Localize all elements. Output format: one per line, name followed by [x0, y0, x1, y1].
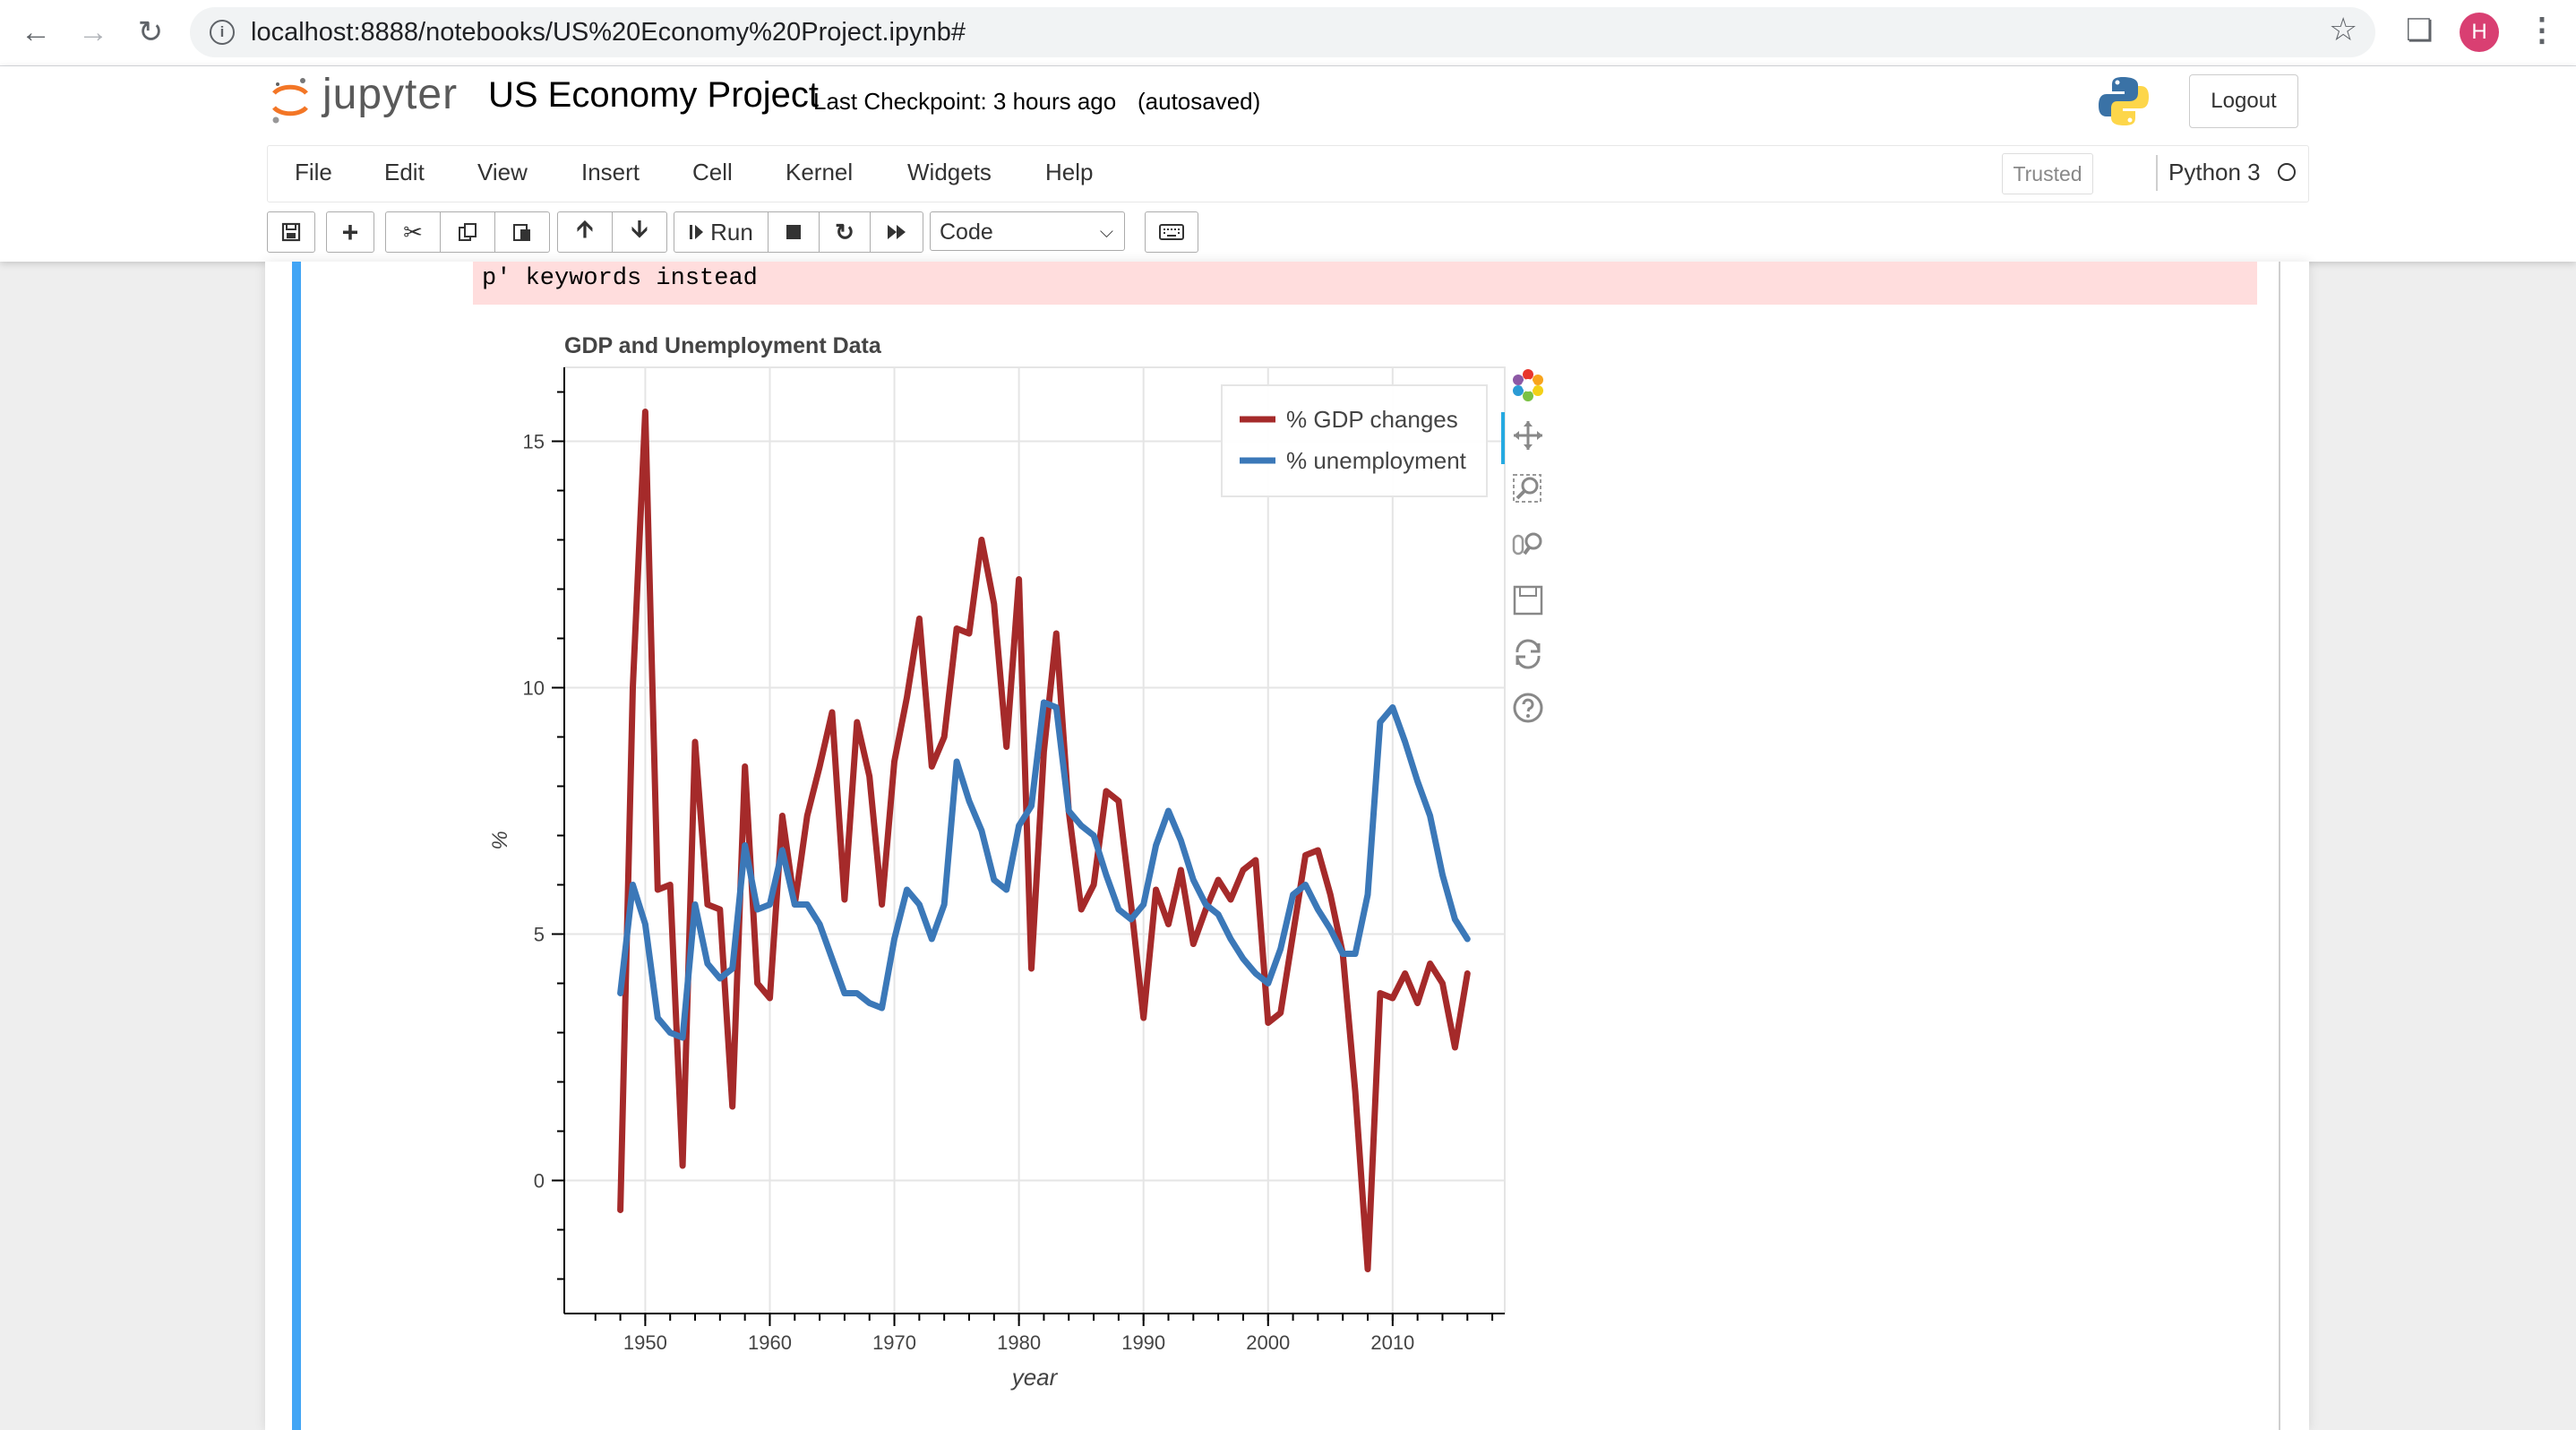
x-tick-label: 1990 [1121, 1331, 1165, 1354]
back-arrow-icon[interactable]: ← [21, 14, 51, 49]
kernel-name[interactable]: Python 3 [2168, 159, 2261, 185]
logout-button[interactable]: Logout [2189, 74, 2298, 128]
save-button[interactable] [267, 211, 315, 253]
arrow-up-icon: 🡩 [576, 215, 594, 242]
checkpoint-status: Last Checkpoint: 3 hours ago [813, 88, 1117, 115]
menu-edit[interactable]: Edit [384, 159, 425, 185]
bokeh-logo-icon[interactable] [1510, 367, 1546, 403]
series-line-gdp[interactable] [617, 409, 1471, 1272]
trusted-badge[interactable]: Trusted [2002, 153, 2093, 194]
stderr-output: p' keywords instead [473, 262, 2257, 305]
bokeh-plot[interactable]: 1950 1960 1970 1980 1990 2000 2010 0 5 10 15 year% G… [475, 319, 1550, 1394]
step-forward-icon [690, 225, 704, 239]
cell-type-select[interactable]: Code ⌵ [930, 211, 1125, 251]
menubar: File Edit View Insert Cell Kernel Widget… [267, 145, 2309, 202]
chevron-down-icon: ⌵ [1099, 222, 1113, 242]
address-bar[interactable]: i localhost:8888/notebooks/US%20Economy%… [190, 7, 2375, 57]
run-label: Run [710, 218, 753, 246]
x-tick-label: 1960 [748, 1331, 792, 1354]
copy-button[interactable] [440, 211, 495, 253]
help-tool-icon[interactable] [1512, 692, 1544, 724]
toolbar-add-group: + [326, 211, 374, 253]
notebook-name[interactable]: US Economy Project [488, 75, 820, 115]
jupyter-logo-icon[interactable] [269, 75, 312, 125]
toolbar-run-group: Run ↻ [674, 211, 923, 253]
menu-widgets[interactable]: Widgets [907, 159, 992, 185]
restart-run-all-button[interactable] [870, 211, 923, 253]
bokeh-toolbar [1501, 360, 1558, 737]
legend-box [1221, 384, 1488, 497]
toolbar-keyboard-group [1145, 211, 1198, 253]
bookmark-star-icon[interactable]: ☆ [2329, 11, 2358, 47]
menu-kernel[interactable]: Kernel [786, 159, 854, 185]
browser-toolbar: ← → ↻ i localhost:8888/notebooks/US%20Ec… [0, 0, 2576, 66]
fast-forward-icon [888, 225, 906, 239]
autosave-status: (autosaved) [1138, 88, 1261, 115]
reset-tool-icon[interactable] [1512, 638, 1544, 670]
restart-icon: ↻ [835, 218, 854, 246]
legend-label[interactable]: % unemployment [1286, 447, 1467, 474]
x-axis-label: year [1010, 1364, 1059, 1391]
copy-icon [459, 223, 477, 241]
menu-view[interactable]: View [477, 159, 528, 185]
keyboard-icon [1159, 224, 1184, 240]
kernel-idle-indicator-icon [2278, 163, 2296, 181]
scissors-icon: ✂ [403, 218, 423, 246]
toolbar-save-group [267, 211, 315, 253]
kernel-divider [2156, 155, 2158, 191]
menu-cell[interactable]: Cell [692, 159, 733, 185]
save-plot-icon[interactable] [1512, 584, 1544, 616]
run-button[interactable]: Run [674, 211, 769, 253]
active-tool-indicator [1501, 412, 1505, 464]
profile-avatar[interactable]: H [2460, 13, 2499, 52]
info-icon[interactable]: i [210, 20, 235, 45]
menu-insert[interactable]: Insert [581, 159, 640, 185]
reload-icon[interactable]: ↻ [137, 15, 164, 49]
wheel-zoom-tool-icon[interactable] [1512, 529, 1544, 561]
x-tick-label: 2010 [1370, 1331, 1414, 1354]
menu-help[interactable]: Help [1045, 159, 1094, 185]
paste-button[interactable] [494, 211, 550, 253]
chart-title: GDP and Unemployment Data [564, 333, 882, 358]
save-icon [281, 222, 301, 242]
pan-tool-icon[interactable] [1512, 419, 1544, 452]
command-palette-button[interactable] [1145, 211, 1198, 253]
y-axis-label: % [488, 831, 512, 849]
restart-button[interactable]: ↻ [819, 211, 871, 253]
insert-cell-button[interactable]: + [326, 211, 374, 253]
extensions-puzzle-icon[interactable]: ❏ [2406, 13, 2434, 47]
y-tick-label: 5 [534, 924, 545, 946]
series-line-unemployment[interactable] [617, 699, 1471, 1041]
x-tick-label: 2000 [1246, 1331, 1290, 1354]
y-tick-label: 15 [523, 431, 545, 453]
x-tick-label: 1970 [872, 1331, 916, 1354]
y-tick-label: 0 [534, 1170, 545, 1193]
jupyter-header: jupyter US Economy Project Last Checkpoi… [0, 66, 2576, 262]
stop-icon [786, 225, 801, 239]
paste-icon [513, 224, 530, 241]
jupyter-logo-text[interactable]: jupyter [322, 71, 459, 118]
cell-right-border [2279, 262, 2280, 1430]
interrupt-button[interactable] [768, 211, 820, 253]
cut-button[interactable]: ✂ [385, 211, 441, 253]
x-tick-label: 1980 [997, 1331, 1041, 1354]
x-tick-label: 1950 [623, 1331, 667, 1354]
toolbar-clipboard-group: ✂ [385, 211, 550, 253]
move-up-button[interactable]: 🡩 [557, 211, 613, 253]
forward-arrow-icon[interactable]: → [78, 14, 108, 49]
menu-file[interactable]: File [295, 159, 332, 185]
box-zoom-tool-icon[interactable] [1512, 473, 1544, 505]
move-down-button[interactable]: 🡫 [612, 211, 667, 253]
python-logo-icon [2099, 77, 2149, 125]
selected-cell-indicator[interactable] [292, 262, 301, 1430]
browser-menu-icon[interactable]: ⋮ [2526, 11, 2558, 47]
stderr-text: p' keywords instead [482, 265, 758, 292]
url-text[interactable]: localhost:8888/notebooks/US%20Economy%20… [251, 18, 966, 47]
arrow-down-icon: 🡫 [631, 215, 648, 242]
plus-icon: + [341, 215, 359, 248]
y-tick-label: 10 [523, 677, 545, 700]
cell-type-value: Code [940, 220, 993, 245]
toolbar-move-group: 🡩 🡫 [557, 211, 667, 253]
legend-label[interactable]: % GDP changes [1286, 406, 1458, 433]
